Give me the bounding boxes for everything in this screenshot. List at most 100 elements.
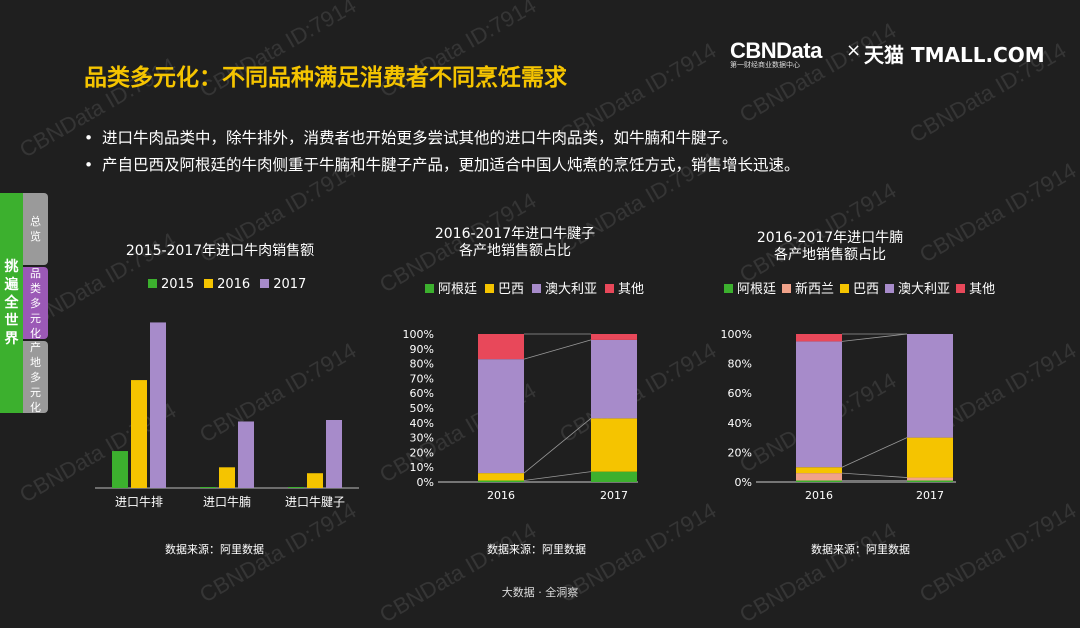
chart3-source: 数据来源：阿里数据 bbox=[811, 543, 910, 556]
watermark-text: CBNData ID:7914 bbox=[915, 157, 1080, 268]
y-tick-label: 90% bbox=[410, 343, 434, 356]
brand-separator: × bbox=[846, 40, 862, 61]
bar-segment-澳大利亚 bbox=[796, 341, 842, 468]
bar-segment-其他 bbox=[478, 334, 524, 360]
x-tick-label: 2016 bbox=[805, 489, 833, 502]
y-tick-label: 100% bbox=[403, 328, 434, 341]
nav-section-bar bbox=[0, 193, 23, 413]
chart3-legend: 阿根廷 新西兰 巴西 澳大利亚 其他 bbox=[724, 278, 995, 297]
chart3-title-line2: 各产地销售额占比 bbox=[774, 247, 886, 263]
legend-item: 巴西 bbox=[485, 278, 524, 297]
y-tick-label: 0% bbox=[417, 476, 434, 489]
bar-segment-巴西 bbox=[478, 473, 524, 481]
bar-segment-澳大利亚 bbox=[907, 334, 953, 438]
connector-line bbox=[523, 471, 592, 481]
bar-segment-澳大利亚 bbox=[591, 339, 637, 419]
cbndata-logo-subtitle: 第一财经商业数据中心 bbox=[730, 61, 800, 69]
bar-2016 bbox=[131, 380, 147, 488]
legend-item: 巴西 bbox=[840, 278, 879, 297]
y-tick-label: 40% bbox=[728, 417, 752, 430]
legend-item: 澳大利亚 bbox=[885, 278, 950, 297]
x-tick-label: 2016 bbox=[487, 489, 515, 502]
bar-segment-澳大利亚 bbox=[478, 359, 524, 474]
bullet-item: • 产自巴西及阿根廷的牛肉侧重于牛腩和牛腱子产品，更加适合中国人炖煮的烹饪方式，销… bbox=[84, 156, 800, 174]
connector-line bbox=[841, 437, 908, 468]
nav-tab-origin[interactable]: 产地多元化 bbox=[23, 341, 48, 414]
connector-line bbox=[523, 418, 592, 474]
legend-item: 新西兰 bbox=[782, 278, 834, 297]
nav-tab-category[interactable]: 品类多元化 bbox=[23, 267, 48, 340]
bar-2016 bbox=[219, 467, 235, 488]
brand-logo: CBNData 第一财经商业数据中心 × 天猫 TMALL.COM bbox=[730, 38, 1045, 69]
nav-section-title: 挑遍全世界 bbox=[4, 259, 19, 347]
bar-segment-阿根廷 bbox=[796, 480, 842, 482]
y-tick-label: 70% bbox=[410, 372, 434, 385]
page-title: 品类多元化：不同品种满足消费者不同烹饪需求 bbox=[84, 65, 567, 91]
chart2-title-line1: 2016-2017年进口牛腱子 bbox=[434, 226, 596, 242]
legend-item: 2017 bbox=[260, 277, 306, 292]
x-tick-label: 2017 bbox=[600, 489, 628, 502]
bar-2017 bbox=[150, 322, 166, 488]
legend-item: 2015 bbox=[148, 277, 194, 292]
bar-segment-巴西 bbox=[907, 437, 953, 478]
y-tick-label: 20% bbox=[728, 446, 752, 459]
x-tick-label: 2017 bbox=[916, 489, 944, 502]
y-tick-label: 20% bbox=[410, 446, 434, 459]
bar-2017 bbox=[326, 420, 342, 488]
bar-segment-其他 bbox=[591, 334, 637, 340]
connector-line bbox=[841, 333, 908, 342]
bar-segment-阿根廷 bbox=[907, 480, 953, 482]
y-tick-label: 60% bbox=[410, 387, 434, 400]
bar-segment-阿根廷 bbox=[478, 480, 524, 482]
y-tick-label: 40% bbox=[410, 417, 434, 430]
chart2-source: 数据来源：阿里数据 bbox=[487, 543, 586, 556]
bar-2015 bbox=[288, 487, 304, 488]
chart3-title-line1: 2016-2017年进口牛腩 bbox=[756, 230, 904, 246]
bullet-text: 产自巴西及阿根廷的牛肉侧重于牛腩和牛腱子产品，更加适合中国人炖煮的烹饪方式，销售… bbox=[102, 156, 800, 174]
footer-tagline: 大数据 · 全洞察 bbox=[501, 586, 579, 599]
watermark-text: CBNData ID:7914 bbox=[735, 517, 901, 628]
y-tick-label: 60% bbox=[728, 387, 752, 400]
bar-2017 bbox=[238, 421, 254, 488]
y-tick-label: 50% bbox=[410, 402, 434, 415]
connector-line bbox=[841, 472, 908, 478]
connector-line bbox=[523, 339, 592, 360]
cbndata-logo-text: CBNData bbox=[730, 38, 822, 63]
chart1-bar-chart: 进口牛排 进口牛腩 进口牛腱子 bbox=[95, 322, 359, 509]
x-tick-label: 进口牛腩 bbox=[203, 494, 251, 509]
legend-item: 阿根廷 bbox=[425, 278, 477, 297]
y-tick-label: 0% bbox=[735, 476, 752, 489]
chart1-source: 数据来源：阿里数据 bbox=[165, 543, 264, 556]
y-tick-label: 100% bbox=[721, 328, 752, 341]
bar-segment-其他 bbox=[796, 334, 842, 342]
legend-item: 澳大利亚 bbox=[532, 278, 597, 297]
chart2-legend: 阿根廷 巴西 澳大利亚 其他 bbox=[425, 278, 644, 297]
bullet-list: • 进口牛肉品类中，除牛排外，消费者也开始更多尝试其他的进口牛肉品类，如牛腩和牛腱… bbox=[84, 125, 800, 179]
nav-tab-overview[interactable]: 总览 bbox=[23, 193, 48, 265]
bar-2015 bbox=[200, 487, 216, 488]
chart2-stacked-bar-chart: 0% 10% 20%30% 40% 50% 60% 70%80% 90% 100% 2016 201… bbox=[403, 328, 638, 502]
x-tick-label: 进口牛腱子 bbox=[285, 494, 345, 509]
bullet-item: • 进口牛肉品类中，除牛排外，消费者也开始更多尝试其他的进口牛肉品类，如牛腩和牛腱… bbox=[84, 129, 738, 147]
x-tick-label: 进口牛排 bbox=[115, 494, 163, 509]
chart1-title: 2015-2017年进口牛肉销售额 bbox=[125, 243, 315, 259]
tmall-logo-text: 天猫 TMALL.COM bbox=[864, 43, 1045, 67]
bar-2015 bbox=[112, 451, 128, 488]
bar-segment-巴西 bbox=[591, 418, 637, 472]
bar-segment-阿根廷 bbox=[591, 471, 637, 482]
y-tick-label: 80% bbox=[728, 358, 752, 371]
chart3-title: 2016-2017年进口牛腩 各产地销售额占比 bbox=[725, 230, 935, 264]
chart1-legend: 2015 2016 2017 bbox=[148, 277, 306, 292]
chart2-title-line2: 各产地销售额占比 bbox=[459, 243, 571, 259]
legend-item: 其他 bbox=[956, 278, 995, 297]
bar-2016 bbox=[307, 473, 323, 488]
chart2-title: 2016-2017年进口牛腱子 各产地销售额占比 bbox=[410, 226, 620, 260]
bar-segment-新西兰 bbox=[796, 473, 842, 481]
chart3-stacked-bar-chart: 0% 20% 40% 60% 80% 100% 2016 2017 bbox=[721, 328, 956, 502]
legend-item: 其他 bbox=[605, 278, 644, 297]
legend-item: 阿根廷 bbox=[724, 278, 776, 297]
watermark-text: CBNData ID:7914 bbox=[735, 17, 901, 128]
y-tick-label: 30% bbox=[410, 432, 434, 445]
legend-item: 2016 bbox=[204, 277, 250, 292]
watermark-text: CBNData ID:7914 bbox=[375, 517, 541, 628]
